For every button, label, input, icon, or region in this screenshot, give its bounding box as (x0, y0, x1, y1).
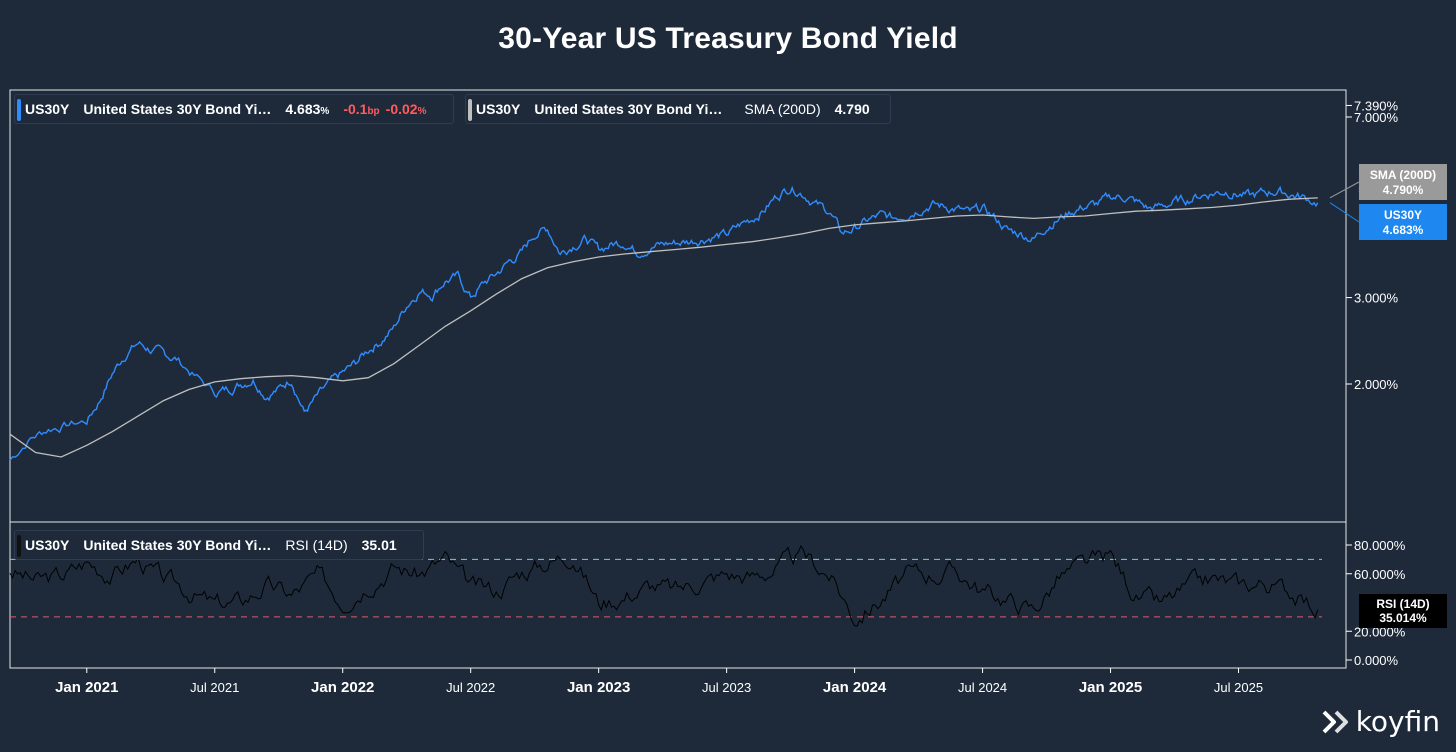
koyfin-logo-text: koyfin (1355, 705, 1440, 738)
legend-value: 4.683% (285, 101, 330, 117)
legend-change-bp: -0.1bp (343, 101, 380, 117)
sma-flag-label: SMA (200D) (1370, 168, 1436, 182)
koyfin-logo-icon (1322, 710, 1348, 733)
legend-value: 4.790 (834, 101, 870, 117)
legend-us30y-swatch (17, 99, 21, 121)
legend-indicator: SMA (200D) (744, 101, 821, 117)
sma-flag (1359, 164, 1447, 200)
sma-series-line (9, 197, 1318, 458)
legend-series-name: United States 30Y Bond Yi… (534, 101, 723, 117)
rsi-y-tick-label: 60.000% (1354, 567, 1406, 582)
price-flag-value: 4.683% (1383, 223, 1424, 237)
legend-ticker: US30Y (25, 101, 70, 117)
x-tick-label: Jul 2023 (702, 680, 751, 695)
legend-series-name: United States 30Y Bond Yi… (83, 101, 272, 117)
x-tick-label: Jul 2024 (958, 680, 1007, 695)
x-tick-label: Jan 2021 (55, 679, 118, 696)
y-tick-label: 7.390% (1354, 98, 1399, 113)
legend-series-name: United States 30Y Bond Yi… (83, 537, 272, 553)
legend-rsi[interactable]: US30Y United States 30Y Bond Yi… RSI (14… (14, 530, 424, 560)
legend-sma-swatch (468, 99, 472, 121)
sma-flag-value: 4.790% (1383, 183, 1424, 197)
legend-ticker: US30Y (25, 537, 70, 553)
legend-ticker: US30Y (476, 101, 521, 117)
rsi-flag-value: 35.014% (1379, 611, 1427, 625)
us30y-series-line (9, 185, 1319, 461)
x-tick-label: Jul 2021 (190, 680, 239, 695)
sma-flag-connector (1329, 181, 1360, 199)
y-tick-label: 3.000% (1354, 291, 1399, 306)
y-tick-label: 7.000% (1354, 110, 1399, 125)
chart-title: 30-Year US Treasury Bond Yield (498, 22, 958, 55)
rsi-y-tick-label: 80.000% (1354, 538, 1406, 553)
y-tick-label: 2.000% (1354, 377, 1399, 392)
x-tick-label: Jul 2022 (446, 680, 495, 695)
rsi-flag-label: RSI (14D) (1376, 597, 1429, 611)
koyfin-logo[interactable]: koyfin (1320, 705, 1440, 738)
price-flag-label: US30Y (1384, 208, 1422, 222)
x-tick-label: Jan 2024 (823, 679, 887, 696)
rsi-series-line (9, 545, 1319, 627)
legend-sma[interactable]: US30Y United States 30Y Bond Yi… SMA (20… (465, 94, 891, 124)
price-flag-connector (1329, 202, 1360, 223)
plot-frame (9, 89, 1347, 669)
legend-value: 35.01 (361, 537, 397, 553)
x-tick-label: Jan 2022 (311, 679, 374, 696)
x-tick-label: Jul 2025 (1214, 680, 1263, 695)
rsi-flag (1359, 594, 1447, 628)
x-tick-label: Jan 2023 (567, 679, 630, 696)
legend-us30y[interactable]: US30Y United States 30Y Bond Yi… 4.683% … (14, 94, 454, 124)
rsi-y-tick-label: 0.000% (1354, 653, 1399, 668)
price-flag (1359, 204, 1447, 240)
x-tick-label: Jan 2025 (1079, 679, 1142, 696)
legend-indicator: RSI (14D) (285, 537, 348, 553)
legend-change-pct: -0.02% (385, 101, 427, 117)
legend-rsi-swatch (17, 535, 21, 557)
